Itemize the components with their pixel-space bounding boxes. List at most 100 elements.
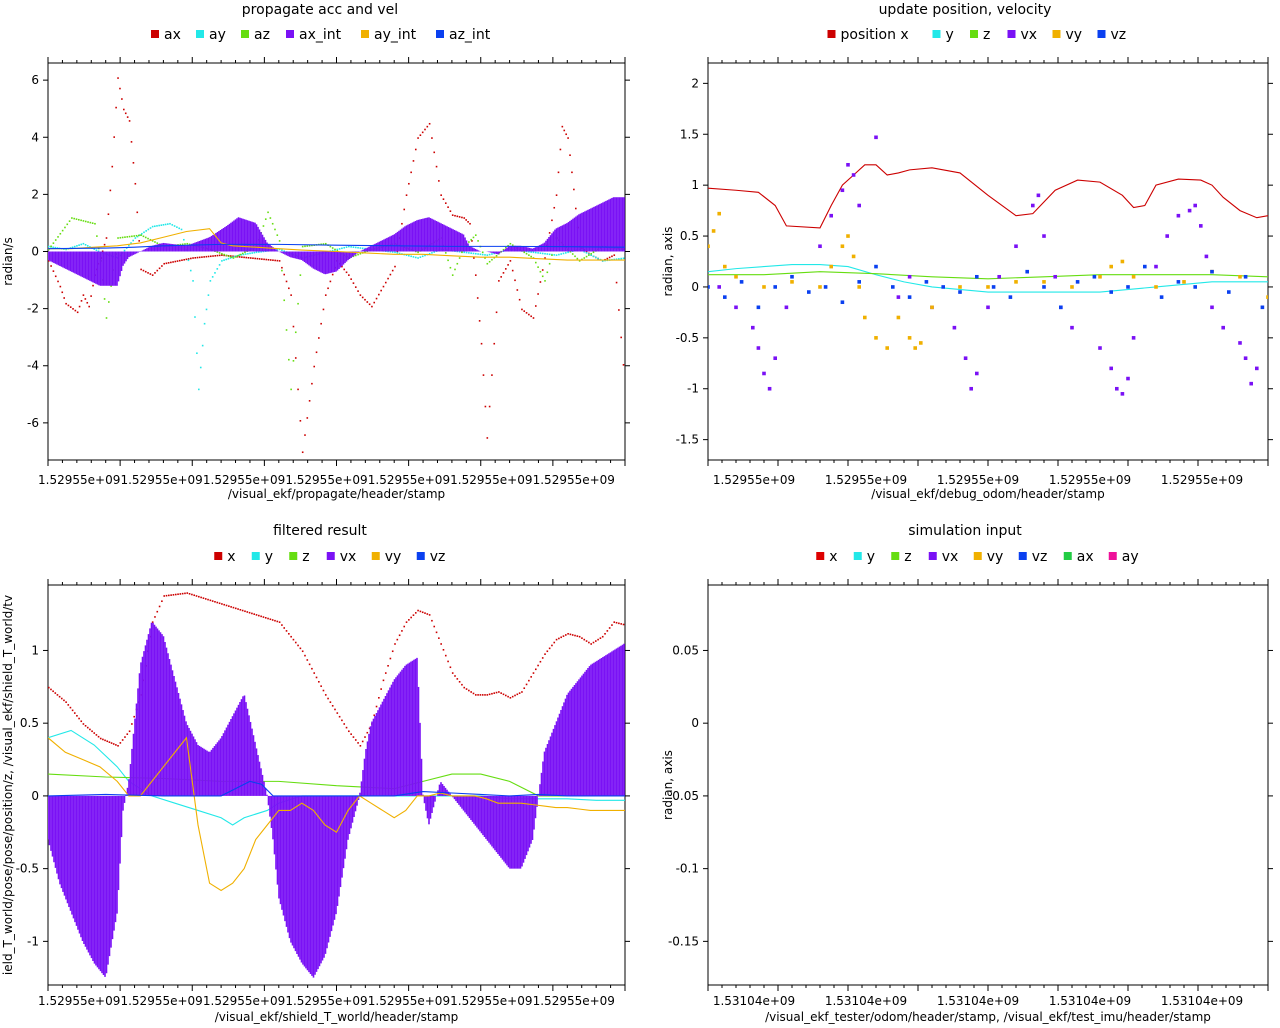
series-dot (162, 224, 165, 226)
series-dot (236, 255, 239, 258)
series-dot (173, 225, 176, 227)
series-dot (327, 287, 329, 290)
series-dot (396, 638, 399, 641)
series-point (885, 346, 889, 350)
series-dot (559, 148, 562, 151)
series-dot (380, 688, 382, 690)
x-tick-label: 1.52955e+09 (368, 473, 450, 487)
series-dot (221, 252, 223, 255)
series-dot (267, 258, 270, 261)
series-dot (171, 224, 174, 226)
series-point (1031, 203, 1035, 208)
series-dot (244, 610, 246, 613)
series-dot (242, 253, 245, 256)
series-dot (622, 257, 625, 260)
series-dot (196, 256, 199, 259)
series-dot (567, 633, 569, 635)
series-dot (484, 694, 486, 696)
series-dot (352, 282, 355, 284)
series-point (1042, 285, 1046, 289)
chart-2: update position, velocity position x y z vx v… (661, 2, 1273, 501)
series-dot (299, 647, 302, 650)
legend-swatch (816, 552, 825, 560)
series-dot (495, 311, 498, 314)
series-dot (82, 220, 85, 222)
series-dot (225, 258, 228, 261)
series-dot (473, 257, 475, 259)
series-dot (541, 269, 544, 271)
series-dot (433, 151, 436, 154)
series-dot (553, 254, 556, 256)
legend-swatch (286, 30, 294, 38)
x-tick-label: 1.53104e+09 (1049, 994, 1131, 1008)
series-dot (454, 214, 456, 217)
series-point (891, 285, 895, 289)
series-point (874, 336, 878, 340)
series-dot (156, 225, 158, 227)
y-tick-label: -0.5 (16, 862, 39, 876)
series-dot (458, 681, 461, 683)
series-dot (315, 676, 318, 679)
series-dot (421, 131, 424, 134)
series-dot (174, 260, 177, 263)
series-point (723, 295, 727, 299)
series-point (846, 162, 850, 167)
series-dot (229, 255, 232, 257)
plot-frame[interactable] (707, 584, 1269, 986)
series-dot (65, 248, 67, 251)
series-dot (470, 691, 472, 693)
series-dot (230, 606, 232, 608)
series-dot (438, 180, 440, 182)
series-dot (58, 695, 61, 698)
plot-frame[interactable] (707, 62, 1269, 461)
series-dot (389, 273, 392, 276)
series-dot (126, 116, 129, 118)
series-dot (433, 625, 436, 628)
series-dot (447, 206, 449, 208)
series-dot (343, 268, 346, 271)
series-dot (78, 244, 80, 246)
series-dot (375, 297, 378, 300)
series-dot (357, 742, 359, 744)
series-dot (195, 595, 198, 597)
series-point (773, 285, 777, 289)
y-tick-label: 0 (691, 280, 699, 294)
series-dot (481, 253, 484, 256)
y-tick-label: -2 (27, 302, 39, 316)
series-dot (276, 234, 279, 236)
series-dot (398, 252, 401, 255)
series-dot (417, 257, 419, 259)
series-dot (368, 303, 371, 306)
series-dot (357, 253, 359, 256)
y-tick-label: -6 (27, 416, 39, 430)
series-dot (571, 171, 573, 174)
series-dot (348, 245, 350, 248)
series-dot (89, 221, 92, 224)
series-dot (241, 609, 244, 612)
series-dot (537, 293, 539, 295)
series-dot (498, 252, 500, 255)
series-dot (478, 320, 481, 322)
series-dot (468, 241, 470, 243)
y-tick-label: 2 (691, 76, 699, 90)
series-dot (320, 322, 322, 325)
legend-entry: vy (1066, 27, 1083, 43)
series-dot (76, 245, 78, 247)
series-dot (456, 678, 459, 680)
series-dot (194, 256, 197, 259)
series-dot (256, 257, 259, 260)
series-dot (161, 265, 163, 267)
series-point (1187, 208, 1192, 213)
series-dot (576, 635, 579, 637)
series-dot (89, 728, 91, 731)
series-dot (594, 256, 597, 259)
series-dot (444, 654, 447, 657)
series-dot (389, 250, 392, 253)
series-dot (599, 637, 602, 639)
series-dot (80, 720, 83, 723)
series-dot (48, 260, 50, 262)
series-dot (590, 254, 592, 256)
series-dot (138, 234, 140, 237)
series-dot (320, 685, 322, 687)
